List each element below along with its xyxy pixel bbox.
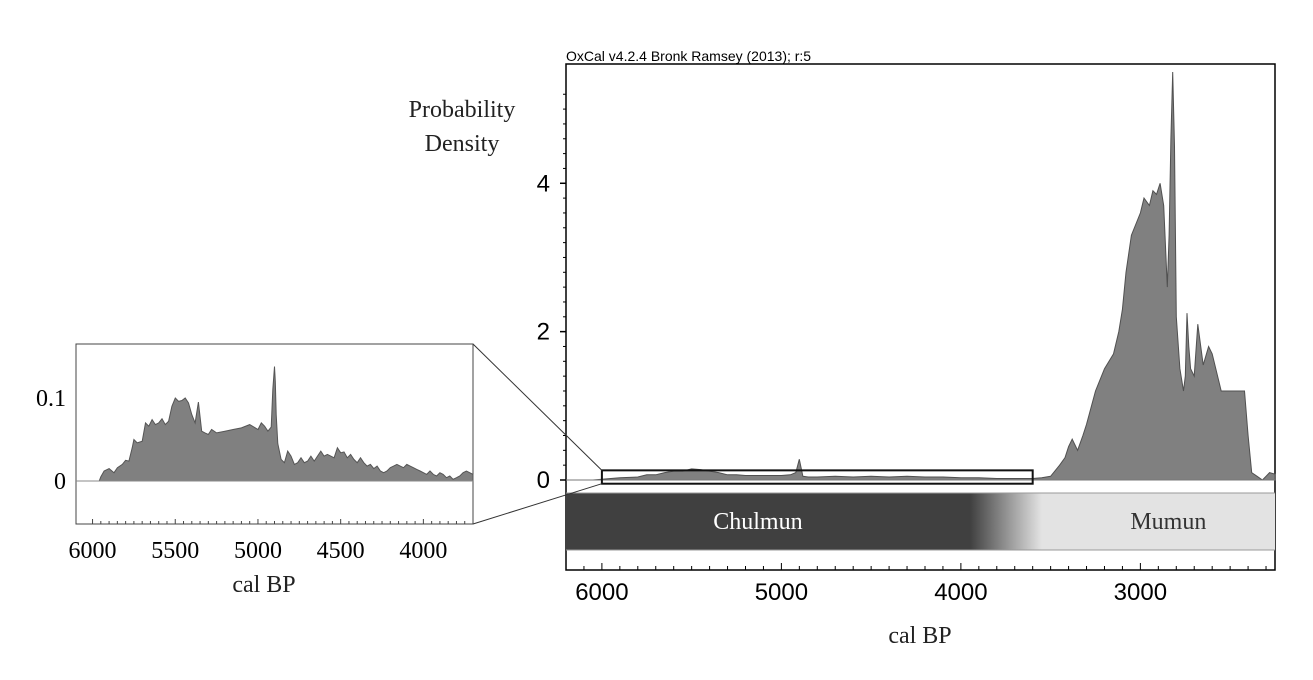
inset-y-axis: 00.1 xyxy=(36,386,66,495)
main-y-axis-label-line2: Density xyxy=(425,131,500,157)
main-density-area xyxy=(566,71,1276,481)
main-x-tick-label: 6000 xyxy=(575,579,628,606)
inset-x-axis: 6000 5500 5000 4500 4000 xyxy=(69,538,448,564)
inset-x-tick-label: 5000 xyxy=(234,538,282,564)
zoom-connector-bottom xyxy=(472,483,603,525)
zoom-region-box xyxy=(600,469,1034,485)
main-y-tick-label: 0 xyxy=(537,467,550,494)
main-y-axis: 0 2 4 xyxy=(537,93,566,494)
main-chart-title: OxCal v4.2.4 Bronk Ramsey (2013); r:5 xyxy=(566,48,811,64)
period-label-mumun: Mumun xyxy=(1130,509,1206,535)
inset-x-tick-label: 4500 xyxy=(317,538,365,564)
main-x-axis-label: cal BP xyxy=(888,623,951,649)
main-period-band: Chulmun Mumun xyxy=(566,492,1275,551)
inset-minor-ticks xyxy=(92,519,466,524)
main-y-axis-label-line1: Probability xyxy=(409,97,516,123)
inset-y-tick-label: 0 xyxy=(54,469,66,495)
inset-chart: 00.1 6000 5500 5000 4500 4000 cal BP xyxy=(36,343,474,598)
inset-y-tick-label: 0.1 xyxy=(36,386,66,412)
main-x-tick-label: 4000 xyxy=(934,579,987,606)
period-label-chulmun: Chulmun xyxy=(713,509,802,535)
inset-x-tick-label: 6000 xyxy=(69,538,117,564)
main-y-tick-label: 4 xyxy=(537,170,550,197)
inset-x-tick-label: 4000 xyxy=(399,538,447,564)
inset-x-axis-label: cal BP xyxy=(232,572,295,598)
main-x-axis: 6000 5000 4000 3000 xyxy=(565,563,1267,606)
main-x-tick-label: 3000 xyxy=(1114,579,1167,606)
period-band-rect xyxy=(566,493,1275,550)
main-x-tick-label: 5000 xyxy=(755,579,808,606)
inset-density-area xyxy=(76,366,474,482)
main-chart: OxCal v4.2.4 Bronk Ramsey (2013); r:5 Ch… xyxy=(409,48,1276,649)
zoom-connector-top xyxy=(472,343,603,471)
main-y-tick-label: 2 xyxy=(537,319,550,346)
inset-x-tick-label: 5500 xyxy=(151,538,199,564)
